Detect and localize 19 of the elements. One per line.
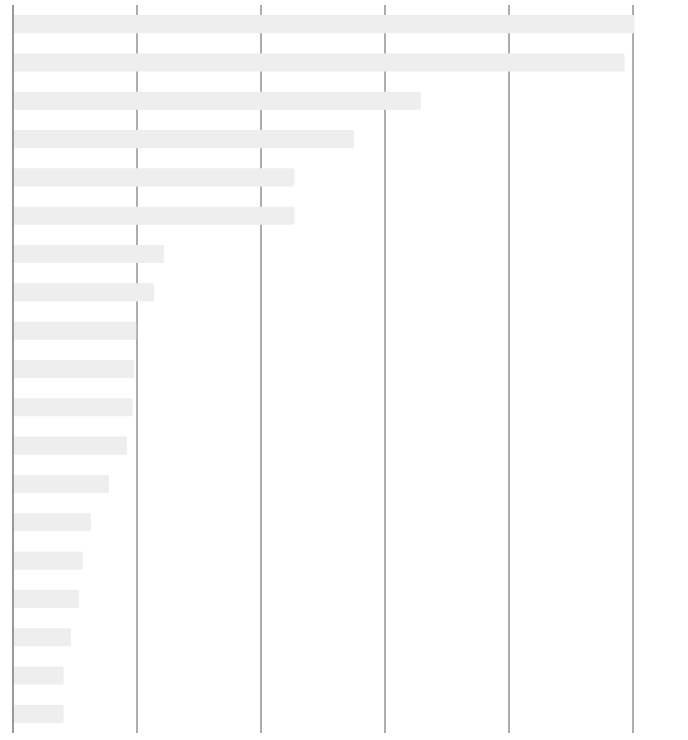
bar: [13, 245, 165, 264]
bar: [13, 398, 133, 417]
bar: [13, 206, 295, 225]
bar: [13, 436, 127, 455]
bar: [13, 130, 355, 149]
bar: [13, 589, 80, 608]
bar: [13, 704, 64, 723]
bar: [13, 321, 137, 340]
bar: [13, 359, 135, 379]
bar: [13, 513, 91, 532]
bar: [13, 283, 155, 302]
bar: [13, 474, 109, 493]
bar: [13, 628, 72, 647]
bar: [13, 91, 422, 110]
bar: [13, 666, 64, 685]
bar: [13, 168, 295, 187]
bar: [13, 551, 83, 570]
bar: [13, 15, 635, 34]
bar: [13, 53, 625, 72]
